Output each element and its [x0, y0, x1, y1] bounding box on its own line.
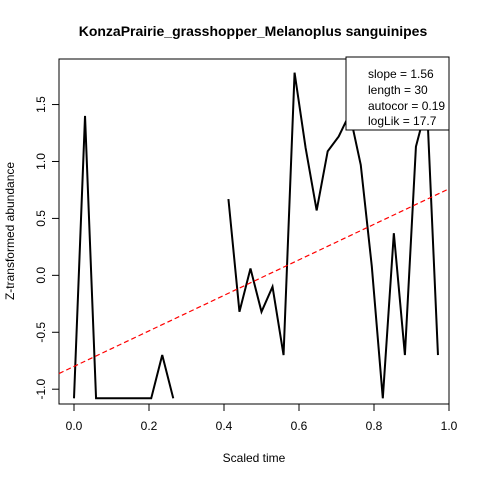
series-line [227, 72, 439, 399]
legend-entry: logLik = 17.7 [368, 114, 437, 128]
y-tick-label: 0.5 [34, 210, 48, 227]
x-tick-label: 1.0 [441, 419, 458, 433]
x-axis: 0.0 0.2 0.4 0.6 0.8 1.0 [66, 403, 458, 433]
legend: slope = 1.56 length = 30 autocor = 0.19 … [345, 56, 450, 131]
x-tick-label: 0.6 [291, 419, 308, 433]
chart-title: KonzaPrairie_grasshopper_Melanoplus sang… [79, 23, 428, 39]
y-tick-label: -0.5 [34, 322, 48, 343]
x-tick-label: 0.0 [66, 419, 83, 433]
legend-entry: autocor = 0.19 [368, 99, 445, 113]
x-tick-label: 0.4 [216, 419, 233, 433]
legend-entry: length = 30 [368, 83, 428, 97]
x-axis-label: Scaled time [223, 451, 286, 465]
y-tick-label: 1.5 [34, 96, 48, 113]
x-tick-label: 0.2 [141, 419, 158, 433]
y-tick-label: 1.0 [34, 153, 48, 170]
series-line [73, 115, 175, 400]
series-lines [73, 72, 439, 400]
x-tick-label: 0.8 [366, 419, 383, 433]
y-tick-label: 0.0 [34, 267, 48, 284]
legend-box [345, 56, 450, 131]
legend-entry: slope = 1.56 [368, 67, 434, 81]
y-axis: -1.0 -0.5 0.0 0.5 1.0 1.5 [34, 96, 60, 400]
y-axis-label: Z-transformed abundance [3, 162, 17, 300]
y-tick-label: -1.0 [34, 379, 48, 400]
